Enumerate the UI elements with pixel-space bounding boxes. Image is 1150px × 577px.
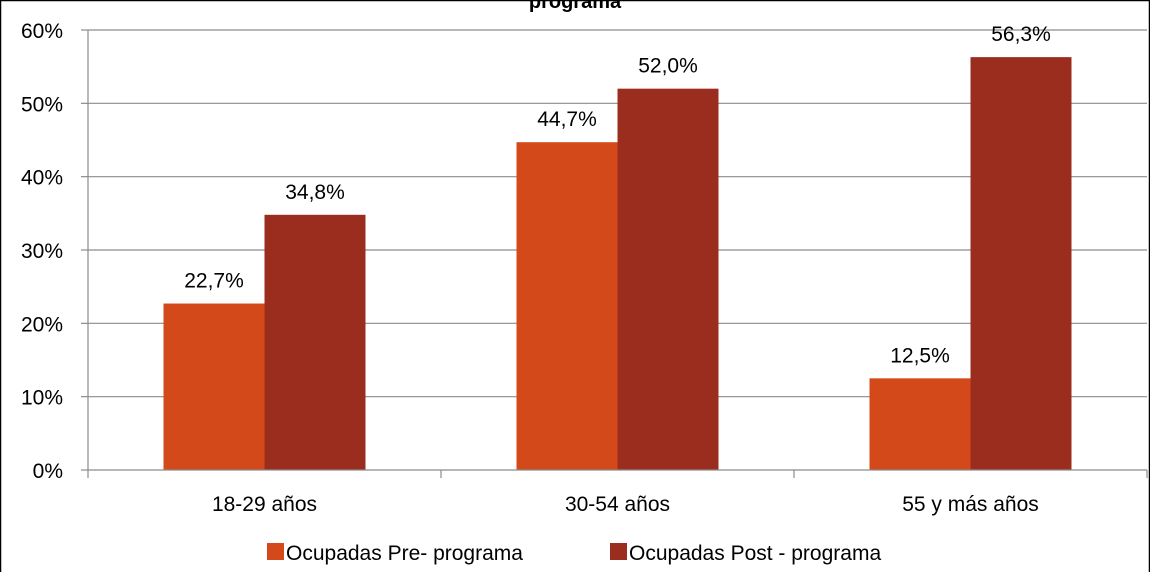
legend-label: Ocupadas Pre- programa	[286, 542, 523, 565]
bar-pre-3	[869, 378, 971, 470]
axes: 0% 10% 20% 30% 40% 50% 60% 18-29 años 30-54 años…	[21, 20, 1148, 516]
data-label: 44,7%	[537, 108, 597, 131]
legend-swatch	[267, 543, 284, 560]
y-tick-label: 20%	[21, 313, 63, 336]
y-tick-label: 30%	[21, 240, 63, 263]
y-tick-label: 50%	[21, 93, 63, 116]
bar-pre-2	[516, 142, 618, 470]
bar-post-2	[617, 88, 719, 471]
bar-pre-1	[163, 303, 265, 470]
y-tick-label: 10%	[21, 387, 63, 410]
legend: Ocupadas Pre- programa Ocupadas Post - pr…	[267, 542, 881, 565]
y-tick-label: 40%	[21, 167, 63, 190]
bar-post-1	[264, 214, 366, 470]
category-label: 55 y más años	[902, 493, 1039, 516]
category-label: 30-54 años	[565, 493, 670, 516]
data-labels: 22,7% 34,8% 44,7% 52,0% 12,5% 56,3%	[184, 23, 1051, 367]
data-label: 52,0%	[638, 55, 698, 78]
y-tick-label: 60%	[21, 20, 63, 43]
bars	[163, 57, 1072, 471]
chart-title: programa	[529, 0, 622, 13]
bar-post-3	[970, 57, 1072, 471]
data-label: 12,5%	[890, 344, 950, 367]
category-label: 18-29 años	[212, 493, 317, 516]
data-label: 56,3%	[991, 23, 1051, 46]
y-tick-label: 0%	[33, 460, 63, 483]
data-label: 34,8%	[285, 181, 345, 204]
legend-swatch	[610, 543, 627, 560]
data-label: 22,7%	[184, 270, 244, 293]
legend-label: Ocupadas Post - programa	[629, 542, 881, 565]
